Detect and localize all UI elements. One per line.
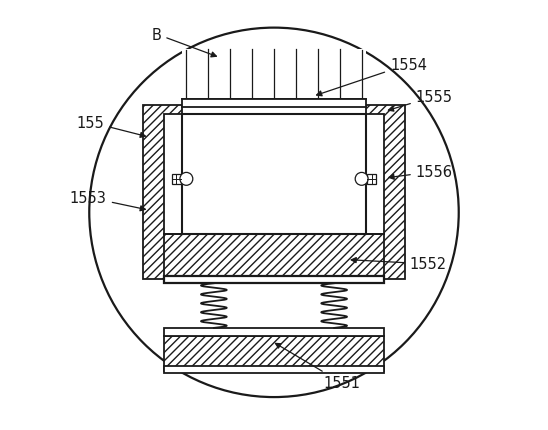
Circle shape [355, 173, 368, 186]
Bar [367, 106, 405, 280]
Bar [164, 234, 384, 277]
Text: 1554: 1554 [317, 58, 427, 97]
Bar [181, 99, 367, 108]
Text: 1553: 1553 [70, 190, 145, 211]
Bar [143, 106, 181, 280]
Text: 1555: 1555 [389, 89, 453, 112]
Bar [367, 114, 384, 234]
Text: 155: 155 [76, 115, 145, 138]
Bar [164, 336, 384, 372]
Bar [164, 276, 384, 283]
Text: B: B [152, 28, 216, 58]
Bar [181, 50, 367, 99]
Bar [164, 366, 384, 374]
Bar [172, 175, 181, 184]
Text: 1551: 1551 [276, 344, 361, 390]
Text: 1552: 1552 [351, 257, 447, 272]
Bar [367, 175, 376, 184]
Bar [164, 328, 384, 336]
Bar [164, 114, 181, 234]
Text: 1556: 1556 [389, 165, 453, 180]
Bar [181, 114, 367, 234]
Circle shape [180, 173, 193, 186]
